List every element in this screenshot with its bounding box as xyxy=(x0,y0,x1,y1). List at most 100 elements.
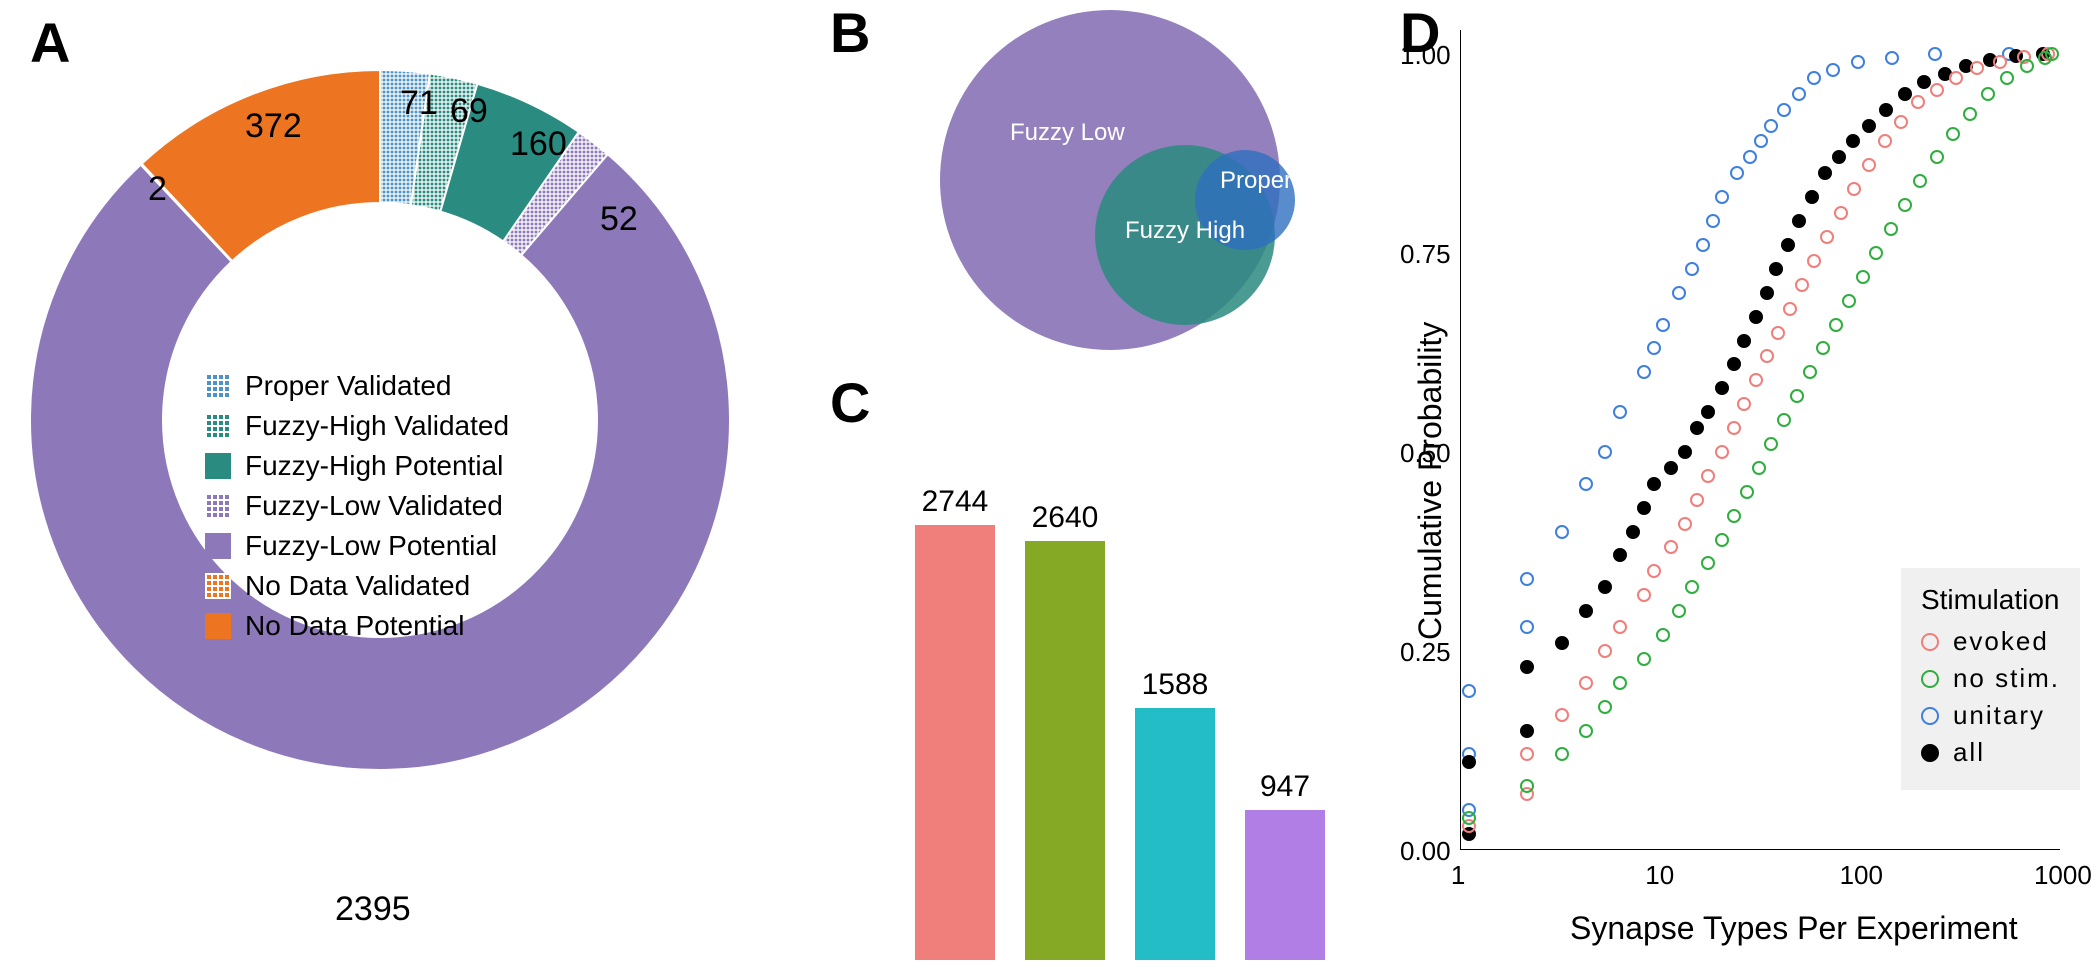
bar-value-label: 1588 xyxy=(1135,668,1215,702)
point-unitary xyxy=(1764,119,1778,133)
point-unitary xyxy=(1672,286,1686,300)
point-all xyxy=(1879,103,1893,117)
point-evoked xyxy=(1820,230,1834,244)
point-all xyxy=(1613,548,1627,562)
point-evoked xyxy=(1520,747,1534,761)
point-all xyxy=(1846,134,1860,148)
point-all xyxy=(1898,87,1912,101)
swatch-icon xyxy=(205,373,231,399)
panel-b: Fuzzy LowFuzzy HighProper xyxy=(900,10,1320,350)
point-all xyxy=(1520,724,1534,738)
point-evoked xyxy=(1647,564,1661,578)
point-evoked xyxy=(1878,134,1892,148)
legend-row-proper-validated: Proper Validated xyxy=(205,370,605,402)
point-evoked xyxy=(1727,421,1741,435)
legend-marker-icon xyxy=(1921,707,1939,725)
legend-marker-icon xyxy=(1921,670,1939,688)
bar-chart-c: 2744Amplitude2640Kinetics1588Plasticity9… xyxy=(900,420,1340,960)
point-evoked xyxy=(1598,644,1612,658)
venn-svg: Fuzzy LowFuzzy HighProper xyxy=(900,10,1320,350)
point-evoked xyxy=(1771,326,1785,340)
legend-item-unitary: unitary xyxy=(1921,700,2060,731)
legend-label: all xyxy=(1953,737,1985,768)
point-all xyxy=(1769,262,1783,276)
point-nostim xyxy=(1829,318,1843,332)
point-all xyxy=(1598,580,1612,594)
point-nostim xyxy=(1579,724,1593,738)
point-evoked xyxy=(1749,373,1763,387)
point-unitary xyxy=(1696,238,1710,252)
point-all xyxy=(1832,150,1846,164)
y-tick-label: 0.25 xyxy=(1400,637,1448,668)
point-unitary xyxy=(1706,214,1720,228)
point-all xyxy=(1818,166,1832,180)
legend-item-no-stim-: no stim. xyxy=(1921,663,2060,694)
bar-name-label: Kinetics xyxy=(1026,833,1065,952)
point-all xyxy=(1626,525,1640,539)
venn-diagram: Fuzzy LowFuzzy HighProper xyxy=(900,10,1320,350)
legend-row-fuzzyhigh-potential: Fuzzy-High Potential xyxy=(205,450,605,482)
bar-plasticity: 1588Plasticity xyxy=(1135,708,1215,960)
point-unitary xyxy=(1656,318,1670,332)
point-evoked xyxy=(1807,254,1821,268)
point-nostim xyxy=(1869,246,1883,260)
point-unitary xyxy=(1520,620,1534,634)
point-unitary xyxy=(1730,166,1744,180)
point-evoked xyxy=(1949,71,1963,85)
panel-label-c: C xyxy=(830,370,870,435)
point-evoked xyxy=(1637,588,1651,602)
swatch-icon xyxy=(205,573,231,599)
point-unitary xyxy=(1613,405,1627,419)
point-unitary xyxy=(1928,47,1942,61)
point-all xyxy=(1805,190,1819,204)
point-nostim xyxy=(1637,652,1651,666)
panel-a: 71 69 160 52 2395 2 372 Proper Validated… xyxy=(30,70,730,770)
bar-plot-area: 2744Amplitude2640Kinetics1588Plasticity9… xyxy=(900,500,1340,960)
bar-value-label: 947 xyxy=(1245,770,1325,804)
bar-amplitude: 2744Amplitude xyxy=(915,525,995,960)
legend-marker-icon xyxy=(1921,633,1939,651)
point-nostim xyxy=(2045,47,2059,61)
donut-val-71: 71 xyxy=(400,84,438,123)
point-all xyxy=(1637,501,1651,515)
point-evoked xyxy=(1795,278,1809,292)
y-tick-label: 1.00 xyxy=(1400,40,1448,71)
point-nostim xyxy=(1816,341,1830,355)
point-evoked xyxy=(1579,676,1593,690)
panel-d: 0.000.250.500.751.001101001000 Cumulativ… xyxy=(1390,10,2090,910)
point-all xyxy=(1520,660,1534,674)
point-all xyxy=(1579,604,1593,618)
point-evoked xyxy=(1613,620,1627,634)
point-unitary xyxy=(1462,684,1476,698)
point-nostim xyxy=(1613,676,1627,690)
legend-row-fuzzyhigh-validated: Fuzzy-High Validated xyxy=(205,410,605,442)
donut-val-160: 160 xyxy=(510,125,567,164)
bar-other: 947Other xyxy=(1245,810,1325,960)
point-unitary xyxy=(1520,572,1534,586)
scatter-d: 0.000.250.500.751.001101001000 Cumulativ… xyxy=(1390,10,2090,910)
point-all xyxy=(1862,119,1876,133)
point-all xyxy=(1749,310,1763,324)
point-nostim xyxy=(1856,270,1870,284)
legend-text: No Data Validated xyxy=(245,570,470,602)
point-nostim xyxy=(1981,87,1995,101)
legend-text: No Data Potential xyxy=(245,610,464,642)
point-nostim xyxy=(1884,222,1898,236)
venn-label: Fuzzy High xyxy=(1125,217,1245,244)
point-nostim xyxy=(1462,811,1476,825)
point-all xyxy=(1462,755,1476,769)
point-unitary xyxy=(1826,63,1840,77)
point-evoked xyxy=(1715,445,1729,459)
point-nostim xyxy=(2020,59,2034,73)
point-all xyxy=(1760,286,1774,300)
point-all xyxy=(1792,214,1806,228)
point-unitary xyxy=(1637,365,1651,379)
legend-text: Fuzzy-Low Validated xyxy=(245,490,503,522)
point-all xyxy=(1715,381,1729,395)
point-all xyxy=(1647,477,1661,491)
y-tick-label: 0.00 xyxy=(1400,836,1448,867)
legend-label: unitary xyxy=(1953,700,2045,731)
point-unitary xyxy=(1851,55,1865,69)
point-evoked xyxy=(1930,83,1944,97)
legend-row-fuzzylow-potential: Fuzzy-Low Potential xyxy=(205,530,605,562)
